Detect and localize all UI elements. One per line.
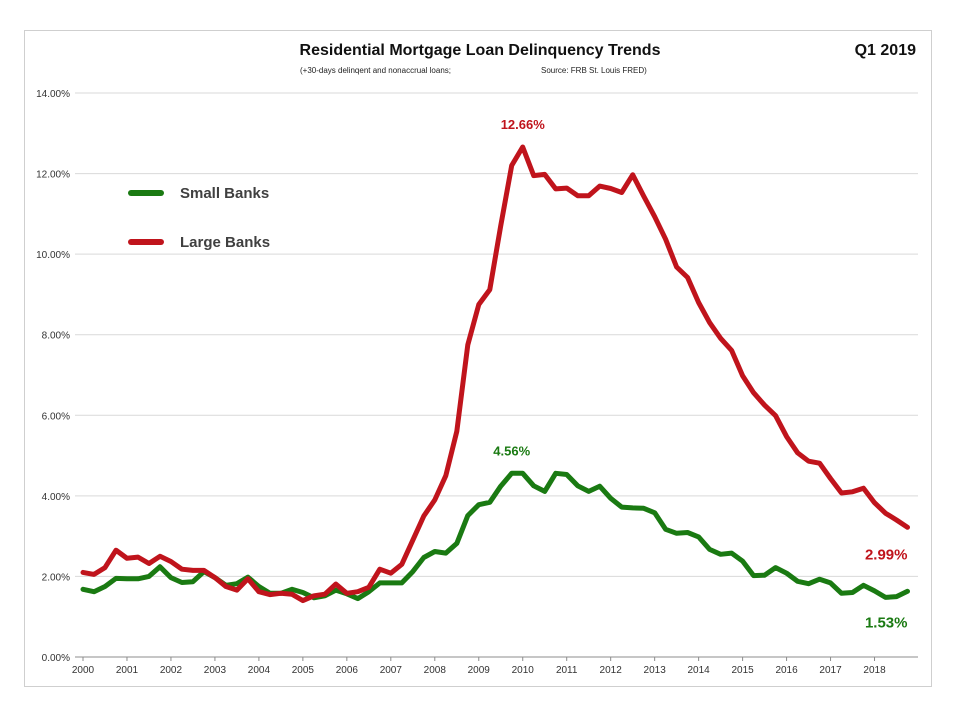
- x-tick-label: 2013: [644, 665, 667, 676]
- series-layer: [80, 144, 910, 604]
- x-tick-label: 2005: [292, 665, 315, 676]
- chart-subtitle-note: (+30-days delinqent and nonaccrual loans…: [300, 66, 451, 75]
- chart-frame: [24, 30, 932, 687]
- chart-title: Residential Mortgage Loan Delinquency Tr…: [299, 42, 661, 59]
- x-tick-label: 2011: [556, 665, 578, 676]
- legend-label-small-banks: Small Banks: [180, 185, 269, 202]
- x-tick-label: 2009: [468, 665, 491, 676]
- y-tick-label: 10.00%: [36, 250, 70, 261]
- x-tick-label: 2012: [600, 665, 623, 676]
- axis-layer: 0.00% 2.00% 4.00% 6.00% 8.00% 10.00% 12.00% 14.…: [36, 89, 886, 676]
- series-line-large-banks: [80, 144, 910, 604]
- y-tick-label: 2.00%: [42, 572, 70, 583]
- legend: Small Banks Large Banks: [128, 185, 270, 251]
- y-tick-label: 12.00%: [36, 170, 70, 181]
- grid-layer: [75, 92, 918, 658]
- y-tick-label: 4.00%: [42, 492, 70, 503]
- x-tick-label: 2004: [248, 665, 271, 676]
- x-tick-label: 2014: [688, 665, 711, 676]
- legend-label-large-banks: Large Banks: [180, 234, 270, 251]
- quarter-label: Q1 2019: [854, 42, 916, 59]
- data-label: 4.56%: [493, 443, 530, 458]
- data-label: 12.66%: [501, 117, 546, 132]
- data-label: 2.99%: [865, 547, 908, 564]
- x-tick-label: 2010: [512, 665, 535, 676]
- x-tick-label: 2001: [116, 665, 139, 676]
- x-tick-label: 2015: [731, 665, 754, 676]
- series-line-small-banks: [80, 470, 910, 602]
- y-tick-label: 14.00%: [36, 89, 70, 100]
- x-tick-label: 2006: [336, 665, 359, 676]
- x-tick-label: 2000: [72, 665, 95, 676]
- x-tick-label: 2008: [424, 665, 447, 676]
- chart-subtitle-source: Source: FRB St. Louis FRED): [541, 66, 647, 75]
- x-tick-label: 2017: [819, 665, 842, 676]
- x-tick-label: 2016: [775, 665, 798, 676]
- y-tick-label: 6.00%: [42, 411, 70, 422]
- annotation-layer: 12.66% 4.56% 2.99% 1.53%: [493, 117, 907, 631]
- y-tick-label: 0.00%: [42, 653, 70, 664]
- x-tick-label: 2002: [160, 665, 183, 676]
- x-tick-label: 2018: [863, 665, 886, 676]
- y-tick-label: 8.00%: [42, 331, 70, 342]
- x-tick-label: 2007: [380, 665, 403, 676]
- x-tick-label: 2003: [204, 665, 227, 676]
- data-label: 1.53%: [865, 614, 908, 631]
